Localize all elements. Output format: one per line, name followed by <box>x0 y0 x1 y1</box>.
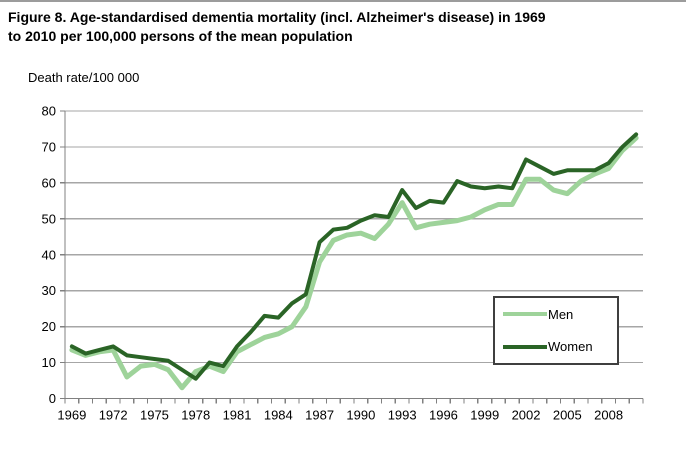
x-tick-label: 1969 <box>57 408 86 423</box>
figure-title-line-2: to 2010 per 100,000 persons of the mean … <box>8 28 353 44</box>
men-line-swatch <box>503 312 547 317</box>
figure-title-line-1: Figure 8. Age-standardised dementia mort… <box>8 9 546 25</box>
x-tick-label: 2002 <box>512 408 541 423</box>
y-tick-label: 50 <box>42 211 56 226</box>
legend-label-men: Men <box>548 306 574 322</box>
x-tick-label: 1987 <box>305 408 334 423</box>
y-tick-label: 0 <box>49 391 56 406</box>
legend-row-men: Men <box>503 298 617 331</box>
x-tick-label: 1984 <box>264 408 293 423</box>
y-tick-label: 70 <box>42 139 56 154</box>
y-tick-label: 10 <box>42 355 56 370</box>
x-tick-label: 1993 <box>388 408 417 423</box>
figure-title: Figure 8. Age-standardised dementia mort… <box>8 8 680 46</box>
women-line-swatch <box>503 344 547 349</box>
chart-legend: Men Women <box>493 296 619 365</box>
women-series-line <box>69 132 639 381</box>
x-tick-label: 1990 <box>346 408 375 423</box>
x-tick-label: 1996 <box>429 408 458 423</box>
y-tick-label: 20 <box>42 319 56 334</box>
y-tick-label: 60 <box>42 175 56 190</box>
y-tick-label: 80 <box>42 104 56 119</box>
x-tick-label: 2005 <box>553 408 582 423</box>
x-tick-label: 2008 <box>594 408 623 423</box>
men-series-line <box>69 135 639 391</box>
legend-label-women: Women <box>548 339 593 355</box>
x-tick-label: 1999 <box>470 408 499 423</box>
legend-row-women: Women <box>503 331 617 364</box>
x-tick-label: 1972 <box>99 408 128 423</box>
y-axis-title: Death rate/100 000 <box>28 70 140 85</box>
x-tick-label: 1975 <box>140 408 169 423</box>
x-tick-label: 1981 <box>223 408 252 423</box>
x-tick-label: 1978 <box>181 408 210 423</box>
y-tick-label: 40 <box>42 247 56 262</box>
y-tick-label: 30 <box>42 283 56 298</box>
